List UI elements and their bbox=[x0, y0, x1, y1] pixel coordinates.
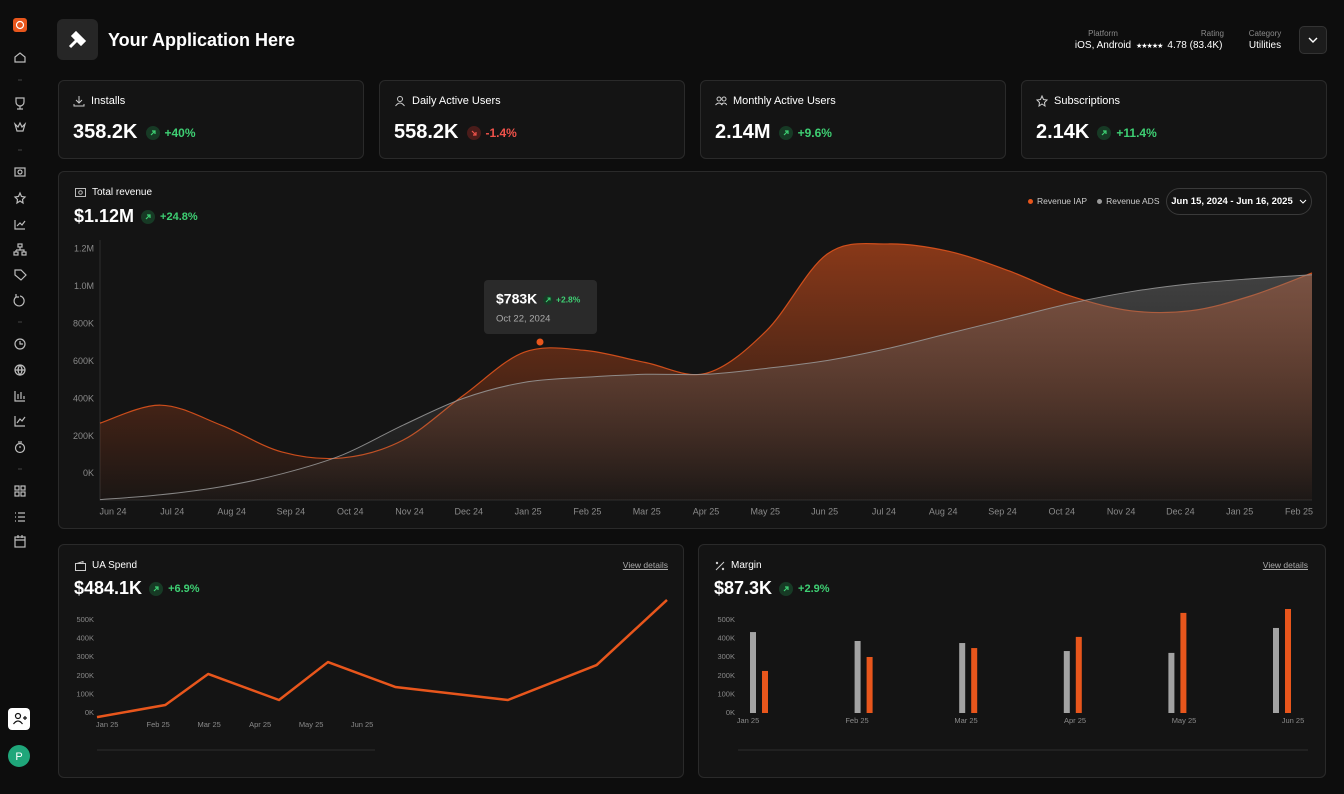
metric-card: Installs 358.2K +40% bbox=[58, 80, 364, 159]
view-details-link[interactable]: View details bbox=[622, 560, 668, 570]
margin-value-row: $87.3K +2.9% bbox=[714, 578, 830, 599]
category: Utilities bbox=[1248, 40, 1282, 51]
platform: iOS, Android bbox=[1074, 40, 1132, 51]
view-details-link[interactable]: View details bbox=[1262, 560, 1308, 570]
change-badge: +11.4% bbox=[1097, 125, 1157, 140]
legend-label: Revenue IAP bbox=[1037, 196, 1088, 206]
ua_spend-value-row: $484.1K +6.9% bbox=[74, 578, 200, 599]
rating: ★★★★★ 4.78 (83.4K) bbox=[1136, 40, 1223, 51]
change-badge: +24.8% bbox=[141, 209, 198, 224]
trend-icon bbox=[141, 209, 156, 224]
metric-icon bbox=[1036, 95, 1048, 107]
metric-header: Monthly Active Users bbox=[715, 95, 836, 107]
metric-label: Subscriptions bbox=[1054, 95, 1121, 107]
ua_spend-header: UA Spend bbox=[75, 560, 137, 571]
rating-label: Rating bbox=[1200, 29, 1224, 38]
ua_spend-title: UA Spend bbox=[92, 560, 138, 571]
change-value: +2.9% bbox=[798, 582, 830, 595]
legend-item: Revenue IAP bbox=[1028, 196, 1087, 206]
trend-icon bbox=[145, 125, 160, 140]
revenue-value: $1.12M bbox=[74, 206, 135, 226]
metric-label: Monthly Active Users bbox=[733, 95, 836, 107]
date-range-picker[interactable]: Jun 15, 2024 - Jun 16, 2025 bbox=[1166, 188, 1312, 215]
revenue-panel bbox=[58, 171, 1327, 529]
rating-value: 4.78 (83.4K) bbox=[1167, 40, 1223, 51]
revenue-value-row: $1.12M +24.8% bbox=[74, 206, 198, 227]
app-title: Your Application Here bbox=[108, 30, 296, 50]
change-value: +9.6% bbox=[797, 125, 832, 140]
metric-header: Daily Active Users bbox=[394, 95, 501, 107]
app-icon bbox=[57, 19, 98, 60]
metric-value-row: 2.14M +9.6% bbox=[715, 121, 832, 144]
legend-item: Revenue ADS bbox=[1097, 196, 1160, 206]
metric-value-row: 558.2K -1.4% bbox=[394, 121, 517, 144]
margin-panel bbox=[698, 544, 1326, 778]
metric-card: Daily Active Users 558.2K -1.4% bbox=[379, 80, 685, 159]
trend-icon bbox=[1097, 125, 1112, 140]
margin-title: Margin bbox=[731, 560, 762, 571]
metric-value-row: 2.14K +11.4% bbox=[1036, 121, 1157, 144]
legend-swatch bbox=[1097, 198, 1103, 204]
metric-value: 558.2K bbox=[394, 121, 459, 143]
platform-label: Platform bbox=[1088, 29, 1118, 38]
metric-value: 2.14K bbox=[1036, 121, 1090, 143]
metric-value: 358.2K bbox=[73, 121, 138, 143]
metric-value: 2.14M bbox=[715, 121, 771, 143]
avatar[interactable]: P bbox=[15, 751, 22, 763]
panel-icon bbox=[75, 560, 86, 571]
change-badge: +40% bbox=[145, 125, 196, 140]
revenue-title: Total revenue bbox=[92, 187, 153, 198]
trend-icon bbox=[778, 125, 793, 140]
change-badge: +6.9% bbox=[149, 581, 200, 596]
legend-label: Revenue ADS bbox=[1106, 196, 1160, 206]
change-value: +11.4% bbox=[1116, 125, 1157, 140]
metric-icon bbox=[394, 95, 406, 107]
dropdown-button[interactable] bbox=[1299, 26, 1327, 54]
change-badge: +2.9% bbox=[779, 581, 830, 596]
change-value: -1.4% bbox=[485, 125, 517, 140]
revenue-header: Total revenue bbox=[75, 187, 152, 198]
metric-card: Monthly Active Users 2.14M +9.6% bbox=[700, 80, 1006, 159]
legend-swatch bbox=[1028, 198, 1033, 204]
metric-icon bbox=[73, 95, 85, 107]
date-range: Jun 15, 2024 - Jun 16, 2025 bbox=[1171, 196, 1293, 207]
margin-value: $87.3K bbox=[714, 578, 773, 598]
change-value: +40% bbox=[164, 125, 196, 140]
sidebar-icons: P bbox=[8, 18, 30, 767]
margin-header: Margin bbox=[715, 560, 762, 571]
metric-icon bbox=[715, 95, 727, 107]
trend-icon bbox=[466, 125, 481, 140]
metric-value-row: 358.2K +40% bbox=[73, 121, 196, 144]
metric-label: Daily Active Users bbox=[412, 95, 501, 107]
trend-icon bbox=[149, 581, 164, 596]
metric-label: Installs bbox=[91, 95, 126, 107]
metric-header: Installs bbox=[73, 95, 125, 107]
metric-card: Subscriptions 2.14K +11.4% bbox=[1021, 80, 1327, 159]
trend-icon bbox=[779, 581, 794, 596]
metric-header: Subscriptions bbox=[1036, 95, 1120, 107]
change-value: +6.9% bbox=[168, 582, 200, 595]
panel-icon bbox=[715, 561, 725, 571]
ua_spend-value: $484.1K bbox=[74, 578, 143, 598]
category-label: Category bbox=[1248, 29, 1282, 38]
change-value: +24.8% bbox=[160, 210, 198, 223]
legend: Revenue IAP Revenue ADS bbox=[1028, 196, 1160, 206]
change-badge: +9.6% bbox=[778, 125, 832, 140]
change-badge: -1.4% bbox=[466, 125, 517, 140]
